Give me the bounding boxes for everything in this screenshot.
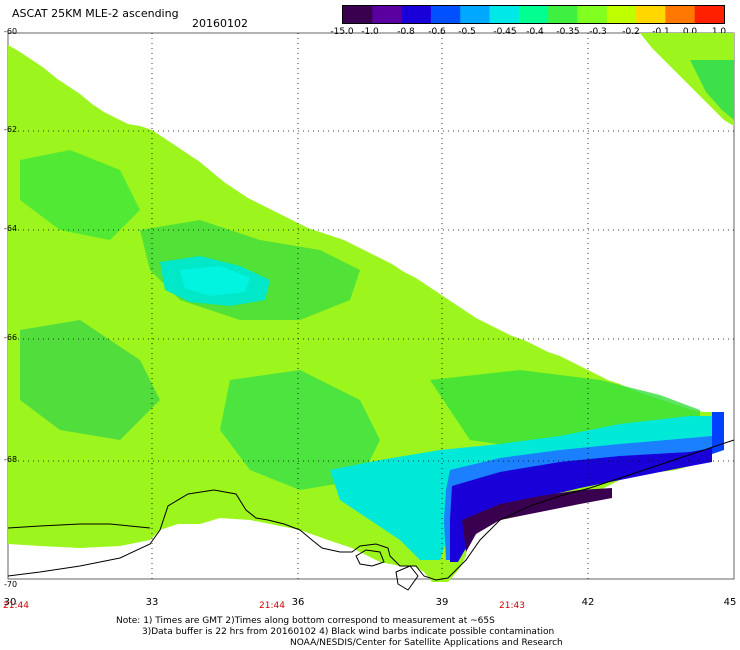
colorbar-label: 1.0 [711,27,727,37]
swath-corner [640,33,734,126]
wind-swath [8,33,734,582]
swath-deepblue-band [450,448,712,562]
colorbar-swatch [430,6,461,23]
lon-label: 36 [291,597,305,608]
lon-label: 30 [3,597,17,608]
lat-label: -70 [4,580,18,589]
colorbar-swatch [548,6,578,23]
colorbar-label: -0.4 [526,27,544,37]
swath-cyan-patch [180,266,250,296]
swath-purple-band [462,488,612,552]
lat-label: -62 [4,125,18,134]
swath-green-patch [20,320,160,440]
map-grid [8,33,734,579]
page-date: 20160102 [192,17,248,30]
colorbar-swatch [343,6,373,23]
lat-label: -64 [4,224,18,233]
time-label: 21:44 [259,601,285,611]
colorbar-swatch [460,6,491,23]
page-title: ASCAT 25KM MLE-2 ascending [12,7,179,20]
time-label: 21:44 [3,601,29,611]
colorbar-swatch [372,6,403,23]
colorbar-swatch [489,6,520,23]
lat-label: -60 [4,27,18,36]
note-line-3: NOAA/NESDIS/Center for Satellite Applica… [290,638,563,648]
colorbar-label: -1.0 [361,27,379,37]
colorbar-label: -0.1 [652,27,670,37]
lon-label: 42 [581,597,595,608]
swath-green-patch [220,370,380,490]
colorbar-label: -0.8 [397,27,415,37]
swath-corner-green [690,60,734,120]
colorbar-label: -0.2 [622,27,640,37]
colorbar [342,5,725,24]
lat-label: -66 [4,333,18,342]
colorbar-label: -0.5 [458,27,476,37]
note-line-1: Note: 1) Times are GMT 2)Times along bot… [116,616,495,626]
lat-label: -68 [4,455,18,464]
colorbar-label: 0.0 [682,27,698,37]
note-line-2: 3)Data buffer is 22 hrs from 20160102 4)… [142,627,555,637]
coastline [7,439,735,591]
colorbar-label: -0.35 [556,27,580,37]
colorbar-label: -0.3 [589,27,607,37]
colorbar-swatch [606,6,637,23]
lon-label: 33 [145,597,159,608]
colorbar-swatch [577,6,608,23]
colorbar-label: -0.45 [493,27,517,37]
time-label: 21:43 [499,601,525,611]
colorbar-swatch [665,6,696,23]
colorbar-swatch [401,6,432,23]
colorbar-swatch [694,6,724,23]
colorbar-label: -15.0 [330,27,354,37]
colorbar-label: -0.6 [428,27,446,37]
swath-green-patch [20,150,140,240]
swath-blue-edge [712,412,724,454]
colorbar-swatch [636,6,666,23]
colorbar-swatch [518,6,549,23]
lon-label: 39 [435,597,449,608]
lon-label: 45 [723,597,737,608]
